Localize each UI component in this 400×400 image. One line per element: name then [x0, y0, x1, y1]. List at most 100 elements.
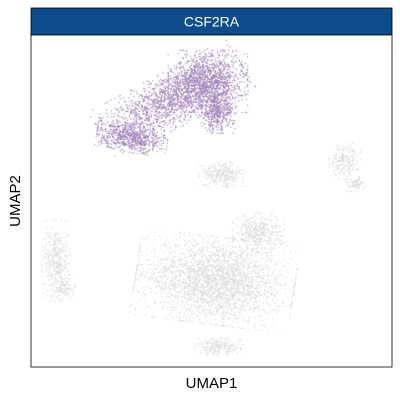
data-point	[177, 301, 179, 304]
facet-title: CSF2RA	[184, 14, 240, 30]
data-point	[186, 261, 189, 263]
data-point	[214, 265, 217, 268]
data-point	[187, 296, 190, 299]
data-point	[178, 255, 181, 258]
data-point	[182, 283, 185, 286]
data-point	[242, 287, 245, 290]
data-point	[273, 230, 275, 233]
data-point	[280, 229, 282, 232]
data-point	[259, 294, 262, 297]
data-point	[134, 277, 137, 280]
data-point	[236, 262, 239, 264]
data-point	[237, 273, 240, 276]
data-point	[216, 298, 219, 301]
data-point	[243, 300, 245, 303]
data-point	[267, 240, 270, 242]
data-point	[265, 265, 268, 268]
data-point	[189, 288, 192, 291]
data-point	[216, 259, 218, 262]
data-point	[188, 251, 191, 253]
data-point	[260, 277, 263, 279]
data-point	[206, 236, 209, 239]
data-point	[236, 268, 239, 271]
data-point	[227, 271, 230, 273]
data-point	[290, 302, 293, 305]
data-point	[250, 270, 253, 273]
data-point	[204, 314, 207, 317]
data-point	[212, 272, 215, 274]
data-point	[211, 271, 213, 274]
data-point	[242, 259, 245, 261]
data-point	[173, 242, 176, 245]
data-point	[223, 340, 226, 343]
data-point	[343, 178, 345, 181]
data-point	[249, 295, 252, 298]
data-point	[211, 274, 213, 277]
data-point	[229, 263, 232, 265]
data-point	[208, 346, 211, 348]
data-point	[171, 287, 174, 290]
data-point	[163, 270, 165, 273]
data-point	[254, 266, 257, 268]
data-point	[41, 220, 44, 223]
data-point	[224, 260, 226, 263]
data-point	[224, 342, 227, 345]
data-point	[229, 276, 232, 279]
data-point	[222, 303, 225, 306]
data-point	[202, 273, 204, 276]
data-point	[250, 286, 253, 288]
data-point	[247, 226, 250, 229]
data-point	[265, 282, 267, 285]
data-point	[242, 263, 245, 266]
data-point	[263, 235, 266, 237]
data-point	[289, 265, 292, 268]
data-point	[201, 260, 204, 262]
data-point	[230, 313, 233, 316]
data-point	[248, 218, 251, 220]
data-point	[49, 262, 52, 265]
data-point	[208, 294, 211, 296]
data-point	[200, 300, 202, 303]
data-point	[225, 163, 228, 166]
data-point	[232, 293, 235, 296]
data-point	[259, 275, 262, 278]
data-point	[183, 282, 186, 285]
data-point	[156, 265, 159, 268]
data-point	[246, 293, 249, 296]
data-point	[295, 273, 298, 276]
data-point	[239, 249, 241, 252]
data-point	[216, 287, 218, 289]
data-point	[230, 271, 233, 273]
data-point	[41, 296, 44, 299]
data-point	[206, 276, 209, 279]
data-point	[213, 323, 215, 326]
data-point	[211, 264, 214, 266]
data-point	[206, 179, 209, 181]
data-point	[224, 246, 227, 249]
data-point	[233, 270, 236, 272]
data-point	[235, 316, 238, 318]
data-point	[212, 296, 215, 299]
data-point	[217, 182, 219, 185]
data-point	[157, 265, 160, 268]
data-point	[204, 273, 207, 276]
data-point	[205, 312, 208, 314]
data-point	[230, 179, 232, 182]
data-point	[221, 339, 224, 342]
data-point	[339, 161, 342, 163]
data-point	[274, 277, 277, 280]
data-point	[202, 290, 205, 293]
data-point	[186, 266, 188, 269]
data-point	[234, 291, 237, 293]
data-point	[216, 265, 219, 267]
data-point	[156, 290, 159, 293]
data-point	[173, 271, 176, 274]
data-point	[160, 304, 163, 307]
data-point	[338, 169, 341, 172]
data-point	[340, 168, 342, 170]
data-point	[215, 296, 218, 299]
data-point	[264, 237, 266, 240]
data-point	[241, 266, 244, 269]
data-point	[208, 276, 211, 279]
data-point	[240, 261, 243, 264]
